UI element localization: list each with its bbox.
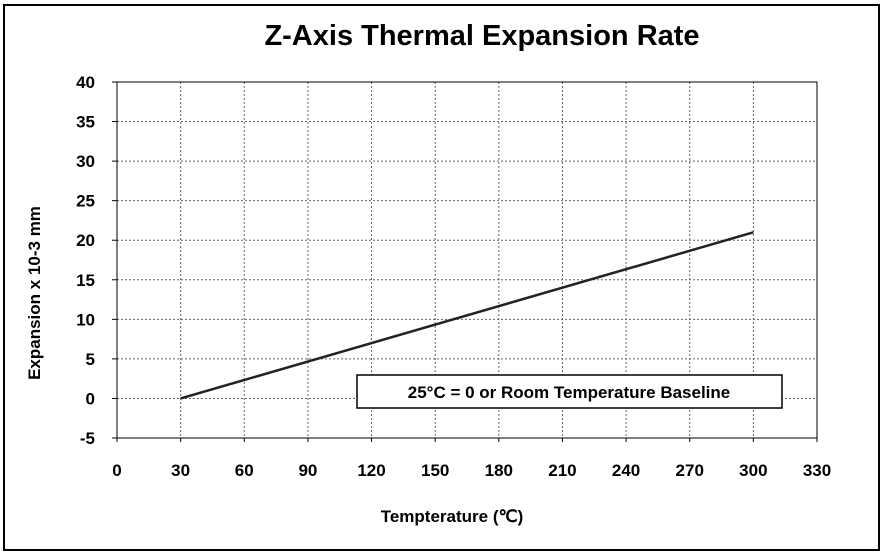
chart-title: Z-Axis Thermal Expansion Rate — [264, 20, 699, 52]
plot-area-border — [116, 81, 818, 439]
x-tick-label: 180 — [485, 461, 513, 480]
x-tick-label: 270 — [676, 461, 704, 480]
x-tick-label: 120 — [357, 461, 385, 480]
series-layer — [180, 231, 754, 400]
x-tick-label: 300 — [739, 461, 767, 480]
y-tick-label: 35 — [76, 113, 95, 132]
x-tick-label: 60 — [235, 461, 254, 480]
x-tick-label: 210 — [548, 461, 576, 480]
y-tick-label: 30 — [76, 152, 95, 171]
y-tick-label: -5 — [80, 429, 95, 448]
annotation-box: 25°C = 0 or Room Temperature Baseline — [356, 374, 783, 409]
series-line — [180, 231, 754, 400]
x-tick-label: 30 — [171, 461, 190, 480]
x-tick-label: 240 — [612, 461, 640, 480]
x-axis-ticks: 0 30 60 90 120 150 180 210 240 270 300 330 — [112, 438, 831, 480]
x-tick-label: 90 — [298, 461, 317, 480]
x-axis-label: Tempterature (℃) — [381, 507, 524, 526]
y-tick-label: 10 — [76, 310, 95, 329]
y-tick-label: 25 — [76, 192, 95, 211]
annotation-text: 25°C = 0 or Room Temperature Baseline — [408, 383, 731, 402]
x-tick-label: 330 — [803, 461, 831, 480]
annotation-box-border — [356, 374, 783, 409]
y-tick-label: 0 — [86, 389, 95, 408]
y-tick-label: 15 — [76, 271, 95, 290]
y-axis-ticks: 40 35 30 25 20 15 10 5 0 -5 — [76, 73, 117, 448]
y-tick-label: 5 — [86, 350, 95, 369]
x-tick-label: 150 — [421, 461, 449, 480]
x-tick-label: 0 — [112, 461, 121, 480]
y-tick-label: 20 — [76, 231, 95, 250]
chart-frame — [3, 4, 880, 551]
y-tick-label: 40 — [76, 73, 95, 92]
y-axis-label: Expansion x 10-3 mm — [25, 206, 44, 380]
